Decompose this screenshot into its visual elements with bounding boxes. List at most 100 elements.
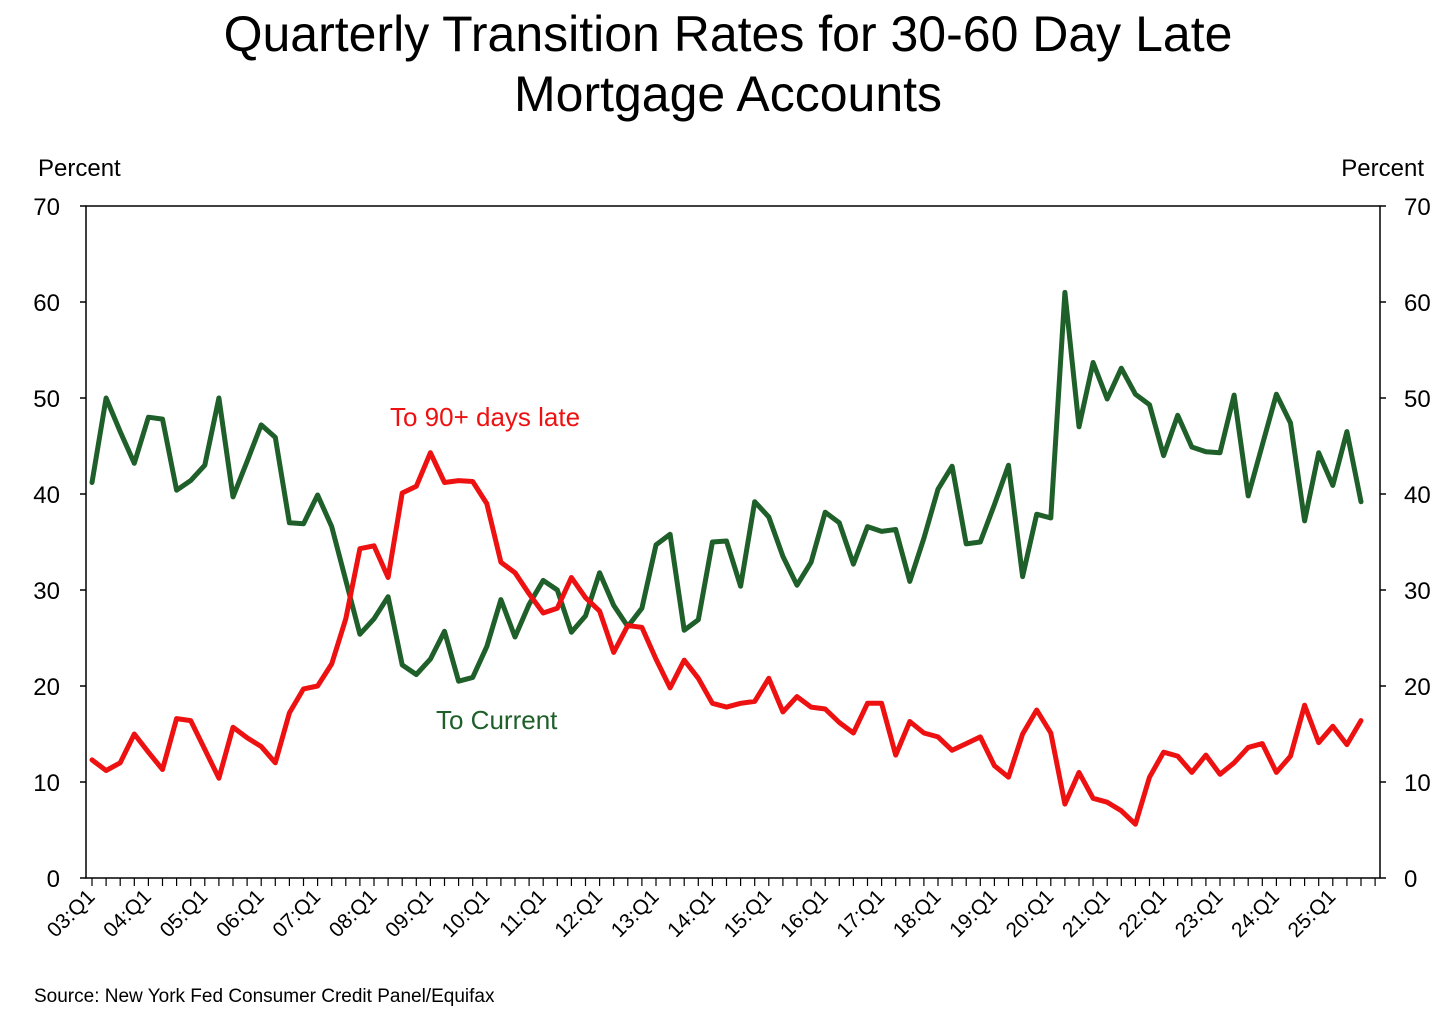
x-tick-label: 04:Q1 <box>99 885 156 942</box>
data-point-to-90-days-late <box>739 702 742 705</box>
x-tick-label: 15:Q1 <box>720 885 777 942</box>
data-point-to-90-days-late <box>1007 776 1010 778</box>
data-point-to-90-days-late <box>584 596 587 599</box>
data-point-to-current <box>753 500 756 503</box>
data-point-to-90-days-late <box>1261 742 1264 745</box>
data-point-to-90-days-late <box>810 706 812 708</box>
data-point-to-90-days-late <box>669 687 671 689</box>
x-tick-label: 09:Q1 <box>381 885 438 942</box>
data-point-to-current <box>782 555 784 558</box>
y-tick-label-right: 30 <box>1404 578 1431 605</box>
data-point-to-current <box>429 658 432 660</box>
data-point-to-90-days-late <box>824 708 826 710</box>
data-point-to-current <box>556 589 559 591</box>
data-point-to-90-days-late <box>486 502 488 505</box>
data-point-to-current <box>147 416 150 419</box>
data-point-to-90-days-late <box>612 651 615 654</box>
plot-frame-layer <box>85 205 1381 879</box>
data-point-to-90-days-late <box>993 764 996 767</box>
x-tick-label: 05:Q1 <box>156 885 213 942</box>
data-point-to-90-days-late <box>1317 741 1320 744</box>
data-point-to-90-days-late <box>909 720 911 723</box>
data-point-to-90-days-late <box>880 702 883 705</box>
data-point-to-90-days-late <box>514 571 516 574</box>
data-point-to-current <box>1275 393 1278 396</box>
data-point-to-90-days-late <box>1078 771 1080 774</box>
data-point-to-90-days-late <box>1303 704 1306 706</box>
data-point-to-90-days-late <box>697 677 700 680</box>
data-point-to-90-days-late <box>1064 803 1066 805</box>
data-point-to-current <box>937 488 939 491</box>
data-point-to-90-days-late <box>316 685 319 687</box>
data-point-to-90-days-late <box>288 712 291 714</box>
data-point-to-current <box>1007 464 1010 467</box>
data-point-to-90-days-late <box>1176 755 1179 757</box>
y-tick-label-right: 10 <box>1404 770 1431 797</box>
series-line-to-90-days-late <box>89 450 1364 827</box>
data-point-to-90-days-late <box>838 721 841 724</box>
data-point-to-current <box>810 561 812 563</box>
data-point-to-90-days-late <box>852 732 855 734</box>
data-point-to-current <box>1134 393 1137 396</box>
data-point-to-90-days-late <box>429 451 432 454</box>
data-point-to-90-days-late <box>175 717 178 720</box>
data-point-to-current <box>415 673 418 676</box>
data-point-to-current <box>1233 394 1235 396</box>
data-point-to-current <box>1289 422 1292 424</box>
data-point-to-90-days-late <box>260 745 263 748</box>
data-point-to-90-days-late <box>274 762 277 764</box>
y-tick-label-right: 60 <box>1404 290 1431 317</box>
data-point-to-current <box>866 525 869 528</box>
data-point-to-current <box>923 537 925 539</box>
data-point-to-90-days-late <box>246 737 248 739</box>
data-point-to-90-days-late <box>1191 771 1193 774</box>
data-point-to-90-days-late <box>1106 801 1108 803</box>
chart-title: Quarterly Transition Rates for 30-60 Day… <box>0 4 1456 124</box>
data-point-to-90-days-late <box>725 706 728 708</box>
data-point-to-current <box>711 541 714 543</box>
data-point-to-current <box>570 631 573 633</box>
data-point-to-90-days-late <box>91 759 93 761</box>
data-point-to-current <box>514 636 516 638</box>
tick-layer: 0 0 10 10 20 20 30 30 40 40 50 50 60 60 70 70 03:Q1 04:Q1… <box>33 194 1430 942</box>
data-point-to-90-days-late <box>204 748 206 751</box>
data-point-to-90-days-late <box>345 618 347 620</box>
data-point-to-90-days-late <box>655 658 657 660</box>
data-point-to-90-days-late <box>1219 773 1221 776</box>
data-point-to-current <box>796 584 798 586</box>
x-tick-label: 13:Q1 <box>607 885 664 942</box>
data-point-to-current <box>824 511 826 513</box>
data-point-to-current <box>838 522 841 524</box>
x-tick-label: 20:Q1 <box>1002 885 1059 942</box>
series-label-to-current: To Current <box>436 705 558 735</box>
data-point-to-90-days-late <box>1021 733 1024 735</box>
data-point-to-90-days-late <box>1332 725 1334 728</box>
data-point-to-current <box>1317 451 1320 454</box>
data-point-to-90-days-late <box>1148 776 1151 778</box>
x-tick-label: 17:Q1 <box>832 885 889 942</box>
data-point-to-90-days-late <box>683 659 685 661</box>
data-point-to-90-days-late <box>443 481 446 484</box>
data-point-to-current <box>500 598 502 601</box>
data-point-to-current <box>345 579 347 582</box>
data-point-to-current <box>288 522 291 524</box>
data-point-to-current <box>1360 500 1362 503</box>
data-point-to-90-days-late <box>415 485 418 488</box>
data-point-to-current <box>584 615 587 617</box>
data-point-to-current <box>387 595 389 598</box>
data-point-to-current <box>683 629 685 632</box>
data-point-to-90-days-late <box>598 610 601 612</box>
data-point-to-90-days-late <box>387 576 389 579</box>
data-point-to-current <box>1176 414 1179 417</box>
data-point-to-current <box>471 676 474 679</box>
data-point-to-90-days-late <box>1360 719 1362 722</box>
y-tick-label-right: 70 <box>1404 194 1431 221</box>
data-point-to-90-days-late <box>1275 771 1278 774</box>
data-point-to-current <box>1148 403 1151 406</box>
y-tick-label-left: 50 <box>33 386 60 413</box>
data-point-to-90-days-late <box>189 719 192 722</box>
data-point-to-current <box>189 479 192 482</box>
data-point-to-90-days-late <box>1050 732 1052 734</box>
y-tick-label-right: 40 <box>1404 482 1431 509</box>
